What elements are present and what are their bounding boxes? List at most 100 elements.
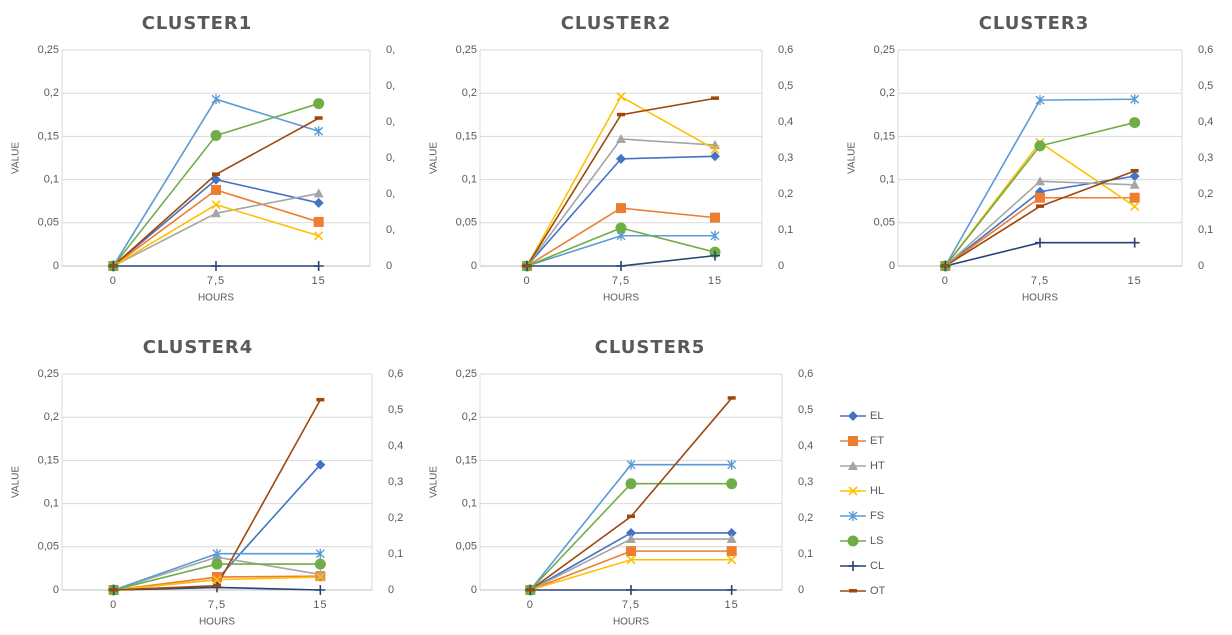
y2-tick-label: 0, bbox=[386, 152, 395, 164]
y2-tick-label: 0 bbox=[1198, 260, 1204, 272]
y-tick-label: 0,25 bbox=[456, 368, 477, 380]
data-point-el bbox=[211, 174, 221, 185]
chart-panel: CLUSTER4 0 0,05 0,1 0,15 0,2 0,25 0 0,1 0,2 0,3 0,4… bbox=[11, 337, 404, 628]
data-point-fs bbox=[212, 548, 222, 559]
y-tick-label: 0 bbox=[53, 584, 59, 596]
y2-tick-label: 0,6 bbox=[388, 368, 403, 380]
y-tick-label: 0 bbox=[471, 260, 477, 272]
data-point-fs bbox=[727, 459, 737, 470]
y2-tick-label: 0, bbox=[386, 188, 395, 200]
y-tick-label: 0 bbox=[471, 584, 477, 596]
data-point-ht bbox=[726, 534, 737, 544]
y2-tick-label: 0,2 bbox=[388, 512, 403, 524]
y2-tick-label: 0,4 bbox=[778, 116, 793, 128]
series-line-et bbox=[944, 196, 1135, 267]
data-point-fs bbox=[211, 94, 221, 105]
y-tick-label: 0,15 bbox=[38, 130, 59, 142]
data-point-cl bbox=[313, 261, 324, 271]
y-tick-label: 0 bbox=[889, 260, 895, 272]
y2-tick-label: 0,2 bbox=[798, 512, 813, 524]
data-point-ot bbox=[212, 172, 220, 176]
data-point-fs bbox=[1035, 95, 1045, 106]
data-point-et bbox=[726, 546, 737, 557]
y-tick-label: 0,15 bbox=[874, 130, 895, 142]
y-tick-label: 0,1 bbox=[44, 174, 59, 186]
data-point-ot bbox=[627, 514, 635, 519]
x-tick-label: 15 bbox=[725, 599, 739, 611]
chart-panel: CLUSTER100,050,10,150,20,2500,0,0,0,0,0,… bbox=[11, 13, 396, 304]
y2-tick-label: 0, bbox=[386, 116, 395, 128]
y-tick-label: 0 bbox=[53, 260, 59, 272]
y-tick-label: 0,05 bbox=[456, 217, 477, 229]
data-point-ls bbox=[1129, 117, 1141, 129]
chart-panel: CLUSTER2 0 0,05 0,1 0,15 0,2 0,25 0 0,1 0,2 0,3 0,4… bbox=[429, 13, 794, 304]
data-point-ls bbox=[625, 478, 637, 490]
y-tick-label: 0,05 bbox=[874, 217, 895, 229]
y2-tick-label: 0,5 bbox=[798, 404, 813, 416]
data-point-ht bbox=[1129, 179, 1140, 189]
y2-tick-label: 0,1 bbox=[1198, 224, 1213, 236]
data-point-fs bbox=[1130, 94, 1140, 105]
chart-legend: EL ET HT HL FS LS CL OT bbox=[840, 410, 886, 597]
series-line-ot bbox=[526, 97, 716, 267]
chart-title: CLUSTER1 bbox=[142, 13, 253, 34]
x-tick-label: 7,5 bbox=[1031, 275, 1049, 287]
data-point-et bbox=[212, 572, 222, 583]
legend-marker-ls bbox=[847, 535, 859, 547]
data-point-et bbox=[616, 203, 626, 214]
y2-tick-label: 0,4 bbox=[1198, 116, 1213, 128]
data-point-ot bbox=[941, 264, 950, 268]
data-point-cl bbox=[1035, 237, 1045, 248]
data-point-ls bbox=[210, 130, 222, 142]
data-point-fs bbox=[314, 126, 324, 137]
data-point-cl bbox=[1129, 237, 1140, 248]
y-tick-label: 0,05 bbox=[38, 217, 59, 229]
data-point-ls bbox=[615, 222, 627, 234]
data-point-ht bbox=[626, 534, 636, 544]
y2-tick-label: 0 bbox=[388, 584, 394, 596]
data-point-et bbox=[211, 184, 221, 195]
chart-title: CLUSTER2 bbox=[561, 13, 672, 34]
legend-label-ls: LS bbox=[870, 535, 883, 547]
data-point-ot bbox=[523, 264, 531, 268]
x-tick-label: 0 bbox=[110, 275, 117, 287]
y-tick-label: 0,1 bbox=[44, 498, 59, 510]
legend-marker-el bbox=[848, 411, 858, 421]
y-tick-label: 0,2 bbox=[462, 87, 477, 99]
data-point-cl bbox=[726, 585, 737, 595]
y-axis-label: VALUE bbox=[429, 142, 440, 174]
data-point-et bbox=[313, 216, 324, 227]
y-tick-label: 0,15 bbox=[38, 454, 59, 466]
data-point-ot bbox=[526, 588, 535, 592]
data-point-ot bbox=[1130, 168, 1139, 173]
legend-marker-hl bbox=[848, 486, 858, 496]
y2-tick-label: 0,6 bbox=[778, 44, 793, 56]
x-tick-label: 0 bbox=[110, 599, 117, 611]
x-tick-label: 7,5 bbox=[208, 599, 226, 611]
y-tick-label: 0,05 bbox=[456, 541, 477, 553]
data-point-ls bbox=[313, 98, 325, 110]
y2-tick-label: 0,1 bbox=[388, 548, 403, 560]
y2-tick-label: 0,2 bbox=[1198, 188, 1213, 200]
data-point-fs bbox=[315, 548, 325, 559]
data-point-ot bbox=[314, 116, 323, 120]
data-point-ot bbox=[1036, 204, 1044, 208]
x-tick-label: 7,5 bbox=[207, 275, 225, 287]
y-tick-label: 0,1 bbox=[462, 174, 477, 186]
data-point-hl bbox=[314, 231, 324, 241]
legend-label-ht: HT bbox=[870, 460, 885, 472]
chart-title: CLUSTER3 bbox=[979, 13, 1090, 34]
y2-tick-label: 0,3 bbox=[388, 476, 403, 488]
x-tick-label: 0 bbox=[523, 275, 530, 287]
series-line-ls bbox=[112, 102, 319, 267]
y-tick-label: 0,2 bbox=[880, 87, 895, 99]
legend-label-et: ET bbox=[870, 435, 884, 447]
data-point-hl bbox=[212, 575, 222, 585]
data-point-el bbox=[726, 527, 737, 538]
x-tick-label: 15 bbox=[708, 275, 722, 287]
data-point-ht bbox=[1035, 176, 1045, 186]
series-line-ot bbox=[529, 397, 733, 591]
y2-tick-label: 0,2 bbox=[778, 188, 793, 200]
x-tick-label: 15 bbox=[1128, 275, 1142, 287]
